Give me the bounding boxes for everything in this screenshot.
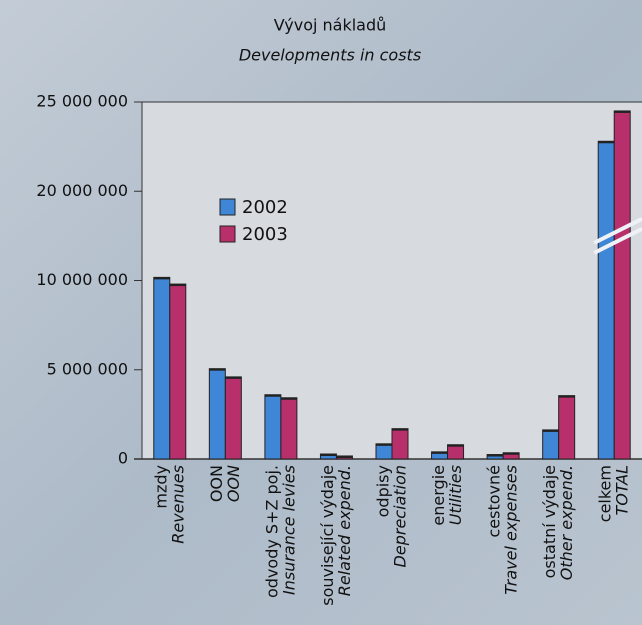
bar-top xyxy=(542,429,559,432)
bar xyxy=(391,428,409,460)
bar-top xyxy=(320,454,337,457)
y-tick-label: 5 000 000 xyxy=(47,359,128,378)
x-tick-label: odvody S+Z poj. xyxy=(262,465,281,598)
bar xyxy=(558,395,576,460)
x-tick-label: mzdy xyxy=(151,465,170,509)
axis-break xyxy=(593,217,642,245)
bar-top xyxy=(153,277,170,280)
bar-top xyxy=(336,455,353,458)
bar xyxy=(224,376,242,460)
bar-top xyxy=(614,110,631,113)
bar-top xyxy=(558,395,575,398)
bar-top xyxy=(447,444,464,447)
bar xyxy=(447,444,465,460)
bar xyxy=(542,429,560,460)
bar-top xyxy=(280,397,297,400)
x-tick-label: ostatní výdaje xyxy=(540,465,559,578)
x-tick-label: odpisy xyxy=(374,465,393,517)
bar xyxy=(153,276,171,460)
x-tick-label: energie xyxy=(429,465,448,526)
x-tick-label: OON xyxy=(224,465,243,502)
bar-top xyxy=(487,454,504,457)
x-tick-label: celkem xyxy=(596,465,615,522)
y-tick-label: 25 000 000 xyxy=(36,92,128,111)
bar-top xyxy=(598,141,615,144)
bar-top xyxy=(264,394,281,397)
legend-label: 2003 xyxy=(242,224,288,245)
bar xyxy=(208,368,226,460)
y-tick-label: 10 000 000 xyxy=(36,270,128,289)
x-tick-label: cestovné xyxy=(485,465,504,538)
chart-subtitle: Developments in costs xyxy=(239,46,421,65)
legend-label: 2002 xyxy=(242,197,288,218)
axis-break xyxy=(593,227,642,255)
chart-title: Vývoj nákladů xyxy=(274,16,387,35)
x-tick-label: související výdaje xyxy=(318,465,337,606)
bar-top xyxy=(209,368,226,371)
bar-top xyxy=(169,284,186,287)
bar xyxy=(169,283,187,460)
bar xyxy=(597,140,615,460)
x-tick-label: TOTAL xyxy=(613,465,632,516)
x-tick-label: Other expend. xyxy=(557,465,576,580)
y-tick-label: 0 xyxy=(118,449,128,468)
bar xyxy=(280,397,298,460)
bar xyxy=(375,443,393,460)
bar-top xyxy=(376,443,392,446)
x-tick-label: Depreciation xyxy=(391,465,410,567)
bar-top xyxy=(431,451,448,454)
legend-swatch xyxy=(219,225,236,243)
x-tick-label: Travel expenses xyxy=(502,465,521,595)
x-tick-label: Insurance levies xyxy=(279,465,298,595)
legend-swatch xyxy=(219,198,236,216)
bar xyxy=(613,110,631,460)
x-tick-label: Related expend. xyxy=(335,465,354,596)
x-tick-label: Utilities xyxy=(446,465,465,525)
bar-top xyxy=(503,452,520,455)
bar-top xyxy=(225,376,242,379)
bar-top xyxy=(392,428,408,431)
x-tick-label: Revenues xyxy=(168,465,187,544)
x-tick-label: OON xyxy=(207,465,226,502)
y-tick-label: 20 000 000 xyxy=(36,181,128,200)
bar xyxy=(264,394,282,460)
